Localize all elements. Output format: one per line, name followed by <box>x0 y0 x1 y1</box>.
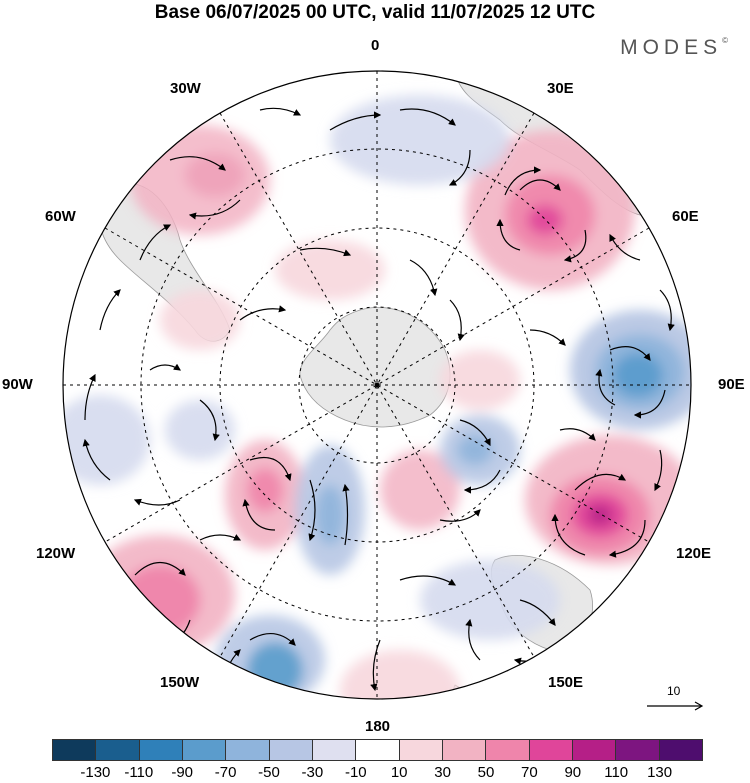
longitude-label-150e: 150E <box>548 674 584 691</box>
colorbar-swatch <box>53 740 96 760</box>
longitude-label-120e: 120E <box>676 545 712 562</box>
colorbar-tick-label: 10 <box>390 764 408 781</box>
reference-vector-arrow <box>647 701 704 711</box>
colorbar-tick-label: 70 <box>521 764 538 781</box>
colorbar-swatch <box>268 740 312 760</box>
colorbar-tick-label: 130 <box>647 764 673 781</box>
longitude-label-30w: 30W <box>170 80 201 97</box>
colorbar <box>52 739 703 761</box>
longitude-label-180: 180 <box>365 718 391 735</box>
reference-vector: 10 <box>645 684 705 714</box>
graticule <box>63 71 691 699</box>
colorbar-swatch <box>95 740 139 760</box>
colorbar-tick-label: -110 <box>124 764 154 781</box>
longitude-label-60w: 60W <box>45 208 76 225</box>
colorbar-tick-label: 50 <box>477 764 495 781</box>
longitude-label-0: 0 <box>371 37 380 54</box>
colorbar-tick-label: -130 <box>80 764 111 781</box>
colorbar-ticks: -130 -110 -90 -70 -50 -30 -10 10 30 50 70 90 110 130 <box>0 764 750 783</box>
colorbar-swatch <box>355 740 399 760</box>
longitude-label-90w: 90W <box>2 376 33 393</box>
colorbar-swatch <box>138 740 182 760</box>
colorbar-swatch <box>528 740 572 760</box>
colorbar-tick-label: 90 <box>564 764 582 781</box>
colorbar-tick-label: -70 <box>214 764 237 781</box>
colorbar-tick-label: 110 <box>604 764 629 781</box>
colorbar-swatch <box>181 740 226 760</box>
colorbar-tick-label: -30 <box>301 764 324 781</box>
map-title: Base 06/07/2025 00 UTC, valid 11/07/2025… <box>154 2 596 23</box>
antarctica-landmass <box>299 307 451 428</box>
colorbar-swatch <box>225 740 269 760</box>
reference-vector-label: 10 <box>667 684 681 698</box>
colorbar-swatch <box>658 740 702 760</box>
anomaly-field <box>63 95 691 699</box>
colorbar-swatch <box>615 740 659 760</box>
colorbar-tick-label: 30 <box>434 764 451 781</box>
colorbar-tick-label: -90 <box>171 764 194 781</box>
longitude-label-30e: 30E <box>547 80 574 97</box>
map-border <box>62 70 692 700</box>
colorbar-swatch <box>398 740 442 760</box>
longitude-label-120w: 120W <box>36 545 76 562</box>
brand-name: MODES <box>620 36 723 59</box>
colorbar-tick-label: -50 <box>258 764 280 781</box>
longitude-label-90e: 90E <box>718 376 745 393</box>
longitude-label-60e: 60E <box>672 208 699 225</box>
copyright-mark: © <box>722 36 728 45</box>
longitude-label-150w: 150W <box>160 674 200 691</box>
colorbar-swatch <box>571 740 616 760</box>
colorbar-tick-label: -10 <box>344 764 367 781</box>
colorbar-swatch <box>311 740 356 760</box>
colorbar-swatch <box>441 740 486 760</box>
wind-vectors <box>82 107 675 699</box>
brand-logo: MODES© <box>620 36 728 60</box>
colorbar-swatch <box>485 740 529 760</box>
south-pole-marker <box>374 382 380 388</box>
